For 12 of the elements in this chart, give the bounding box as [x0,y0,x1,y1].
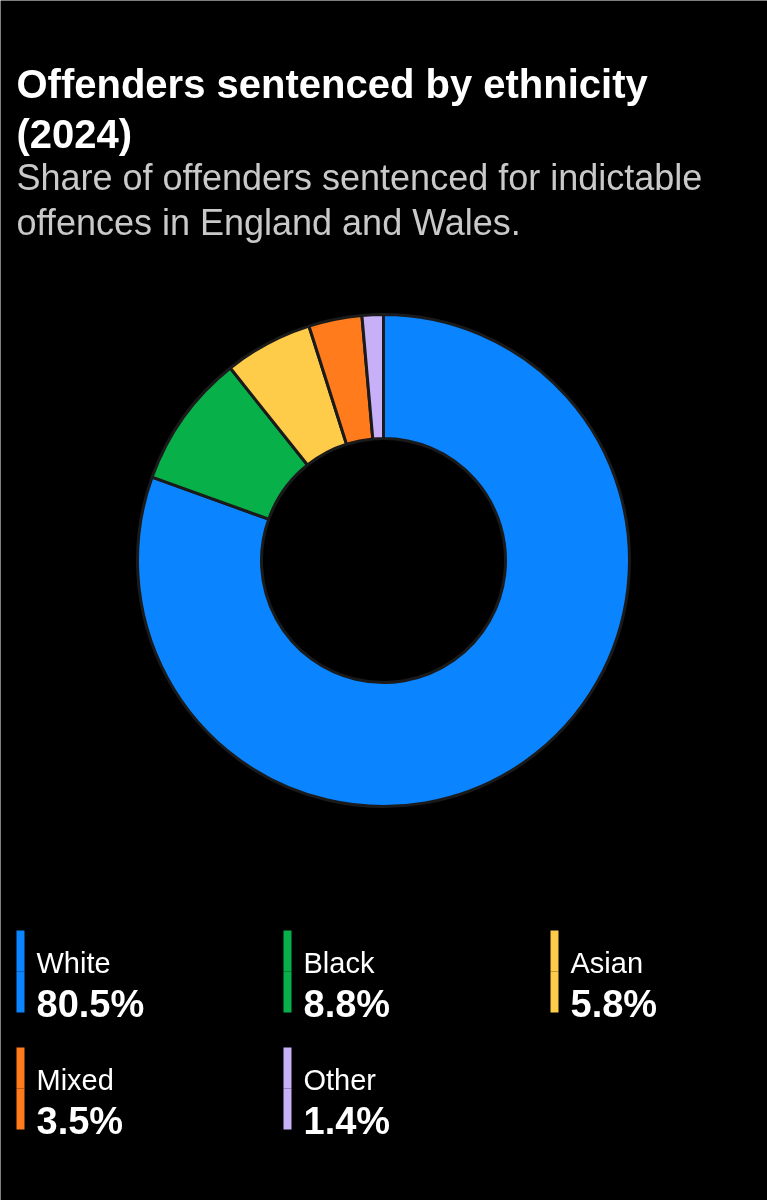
data-label: 3.5% [36,1099,124,1142]
legend-label: Other [303,1063,377,1096]
data-label: 80.5% [36,982,145,1025]
data-label: 5.8% [570,982,658,1025]
legend-label: White [36,946,111,979]
chart-subtitle: Share of offenders sentenced for indictable offences in England and Wales. [16,157,703,243]
data-label: 8.8% [303,982,391,1025]
legend-label: Black [303,946,375,979]
data-label: 1.4% [303,1099,391,1142]
legend-label: Asian [570,946,644,979]
chart-title: Offenders sentenced by ethnicity (2024) [16,61,649,156]
legend-label: Mixed [36,1063,114,1096]
